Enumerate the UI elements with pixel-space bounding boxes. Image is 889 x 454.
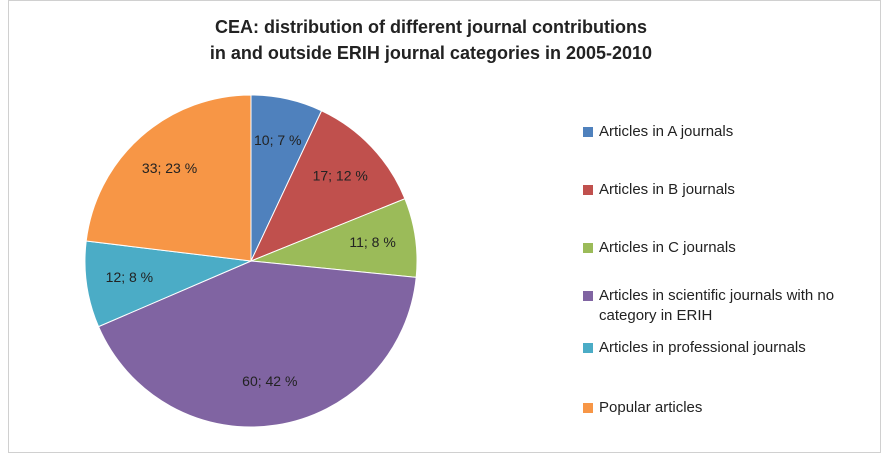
legend-swatch — [583, 185, 593, 195]
legend-label: Articles in scientific journals with no … — [599, 287, 835, 324]
chart-title: in and outside ERIH journal categories i… — [210, 43, 652, 63]
legend-item: Articles in A journals — [583, 122, 873, 142]
legend-swatch — [583, 343, 593, 353]
legend-swatch — [583, 127, 593, 137]
data-label: 60; 42 % — [242, 373, 297, 389]
legend-swatch — [583, 291, 593, 301]
legend-item: Articles in scientific journals with no … — [583, 286, 873, 326]
pie-slice — [97, 260, 417, 428]
pie-slice — [84, 240, 253, 328]
legend-swatch — [583, 243, 593, 253]
legend-label: Articles in C journals — [599, 239, 736, 256]
pie-slice — [250, 110, 406, 262]
data-label: 17; 12 % — [313, 167, 368, 183]
data-label: 11; 8 % — [349, 234, 395, 250]
legend-swatch — [583, 403, 593, 413]
legend-item: Popular articles — [583, 398, 873, 418]
legend-label: Articles in A journals — [599, 123, 734, 140]
data-label: 10; 7 % — [254, 132, 301, 148]
data-label: 33; 23 % — [142, 160, 197, 176]
legend-label: Popular articles — [599, 399, 703, 416]
legend-item: Articles in B journals — [583, 180, 873, 200]
legend-item: Articles in C journals — [583, 238, 873, 258]
chart-border — [8, 0, 881, 453]
data-label: 12; 8 % — [106, 269, 153, 285]
legend-label: Articles in B journals — [599, 181, 735, 198]
chart-title: CEA: distribution of different journal c… — [215, 17, 647, 37]
legend-item: Articles in professional journals — [583, 338, 873, 358]
pie-slice — [85, 94, 252, 262]
legend-label: Articles in professional journals — [599, 339, 806, 356]
